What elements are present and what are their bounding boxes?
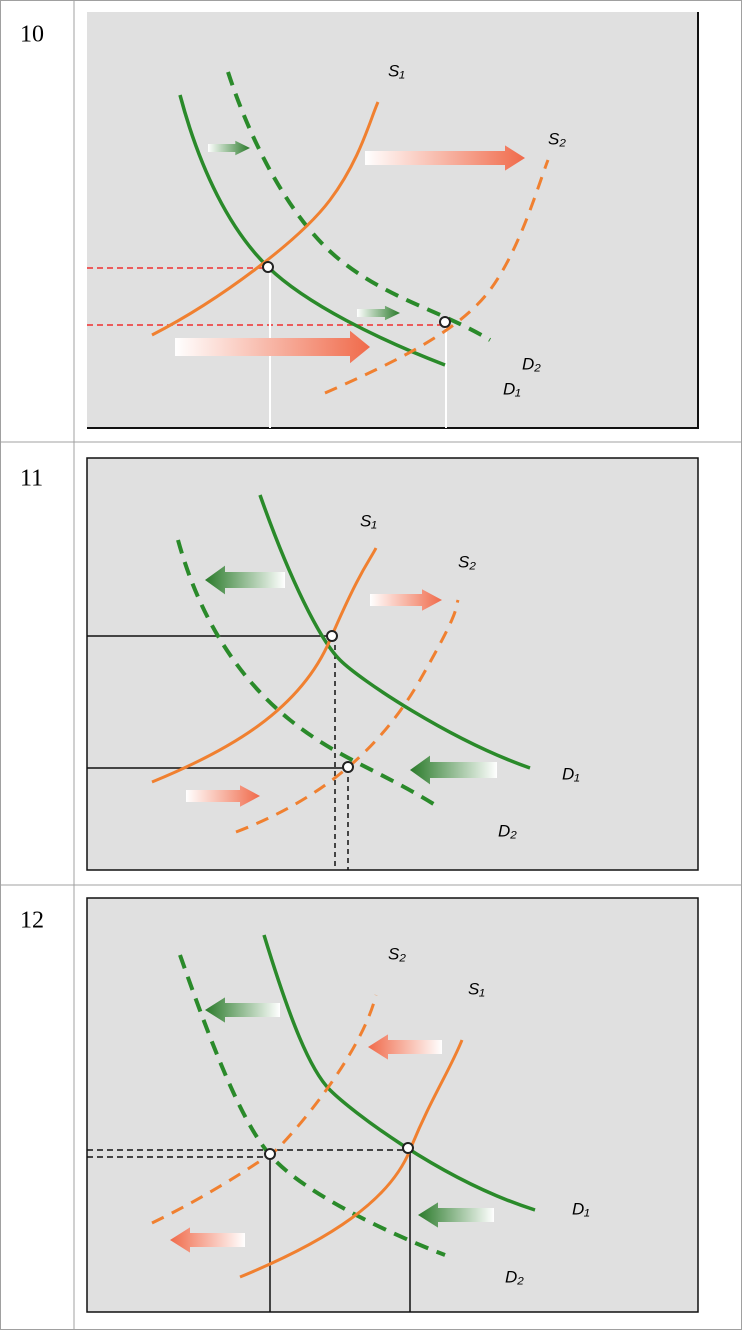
shift-arrow [370,589,442,611]
curve-label: D₁ [562,764,580,783]
diagram-11 [86,457,699,871]
shift-arrow [205,565,285,595]
curve-label: D₁ [572,1199,590,1218]
curve-label: S₁ [388,61,405,80]
shift-arrow [208,140,250,156]
shift-arrow [357,305,400,321]
row-number: 12 [20,908,44,934]
shift-arrow [175,330,370,364]
arrows [170,140,525,1253]
row-number: 10 [20,22,44,48]
shift-arrow [170,1227,245,1253]
curve-label: S₂ [388,944,406,963]
curve-label: S₁ [360,511,377,530]
curve-label: S₂ [548,129,566,148]
shift-arrow [365,145,525,171]
curve-label: D₁ [503,379,521,398]
curve-label: S₂ [458,552,476,571]
curve-label: D₂ [498,821,517,840]
shift-arrow [418,1202,494,1228]
shift-arrow [186,785,260,807]
shift-arrow [205,997,280,1023]
curve-label: D₂ [505,1267,524,1286]
curve-label: S₁ [468,979,485,998]
shift-arrow [368,1034,442,1060]
curve-label: D₂ [522,354,541,373]
shift-arrow [410,755,497,785]
row-number: 11 [20,466,43,492]
